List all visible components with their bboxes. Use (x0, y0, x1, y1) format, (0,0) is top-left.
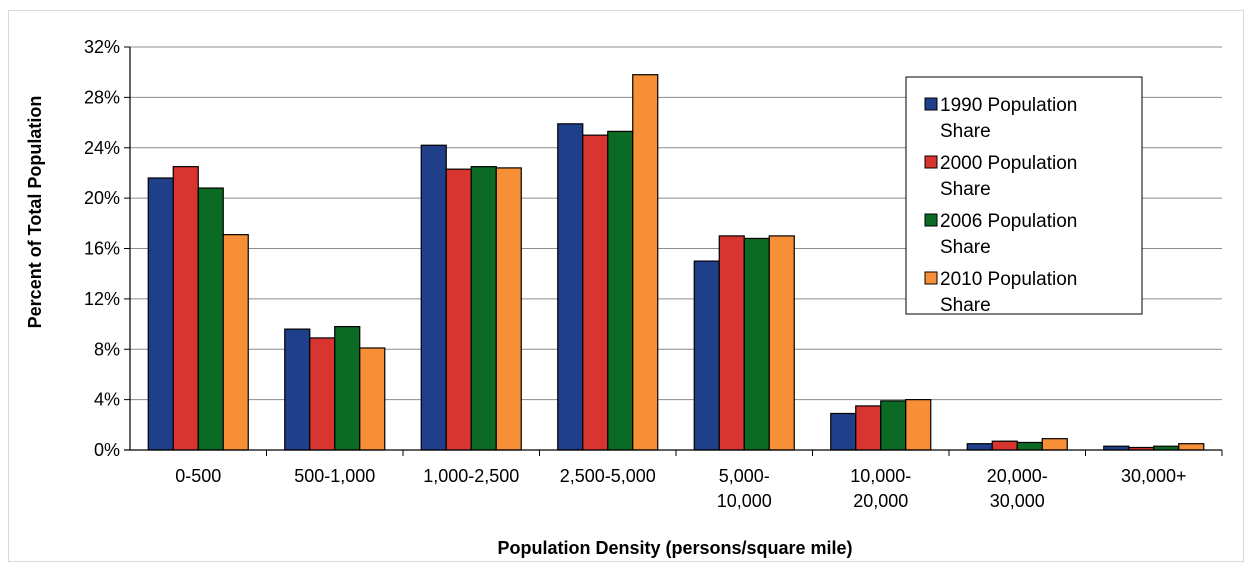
y-tick-label: 8% (94, 339, 120, 359)
x-tick-label: 5,000- 10,000 (717, 466, 772, 511)
legend-label-line: 1990 Population (940, 95, 1077, 116)
x-tick-label: 2,500-5,000 (560, 466, 656, 486)
bar (1041, 438, 1068, 451)
x-tick-label: 20,000- 30,000 (987, 466, 1048, 511)
x-tick-label: 1,000-2,500 (423, 466, 519, 486)
bar (222, 234, 249, 451)
bar (743, 237, 770, 451)
x-tick-label-line: 20,000- (987, 466, 1048, 486)
x-tick-label: 30,000+ (1121, 466, 1187, 486)
bar (966, 443, 993, 451)
x-tick-label-line: 30,000+ (1121, 466, 1187, 486)
bar (905, 399, 932, 451)
legend-box (905, 76, 1143, 315)
legend-label-line: 2006 Population (940, 211, 1077, 232)
x-axis-title: Population Density (persons/square mile) (497, 538, 852, 558)
x-tick-label-line: 500-1,000 (294, 466, 375, 486)
axes (124, 47, 1222, 451)
bar (445, 168, 472, 451)
legend-swatch (924, 271, 938, 285)
legend-label: 1990 Population Share (940, 95, 1077, 142)
legend-swatch (924, 213, 938, 227)
y-tick-labels: 0% 4% 8% 12% 16% 20% 24% 28% 32% (84, 37, 120, 460)
y-tick-label: 0% (94, 440, 120, 460)
bar (582, 134, 609, 451)
legend-label: 2006 Population Share (940, 211, 1077, 258)
bar (309, 337, 336, 451)
x-tick-label-line: 10,000- (850, 466, 911, 486)
legend-label-line: 2000 Population (940, 153, 1077, 174)
y-tick-label: 24% (84, 138, 120, 158)
legend-swatch (924, 97, 938, 111)
bar (172, 166, 199, 451)
bar (197, 187, 224, 451)
x-tick-label-line: 5,000- (719, 466, 770, 486)
y-tick-label: 16% (84, 239, 120, 259)
bar (1016, 441, 1043, 451)
x-tick-label: 500-1,000 (294, 466, 375, 486)
y-tick-label: 20% (84, 188, 120, 208)
legend-label-line: Share (940, 237, 991, 258)
bar (284, 328, 311, 451)
x-tick-label-line: 0-500 (175, 466, 221, 486)
y-tick-label: 12% (84, 289, 120, 309)
bar (607, 130, 634, 451)
y-tick-label: 28% (84, 87, 120, 107)
bar (557, 123, 584, 451)
bar (495, 167, 522, 451)
bar (334, 325, 361, 451)
legend-label: 2000 Population Share (940, 153, 1077, 200)
y-axis-title: Percent of Total Population (25, 96, 45, 329)
bar (632, 74, 659, 451)
bar (991, 440, 1018, 451)
x-tick-labels: 0-500 500-1,000 1,000-2,500 2,500-5,000 5,00… (175, 466, 1186, 511)
bar (768, 235, 795, 451)
x-tick-label: 10,000- 20,000 (850, 466, 911, 511)
y-tick-label: 4% (94, 390, 120, 410)
legend-label-line: 2010 Population (940, 269, 1077, 290)
bar (359, 347, 386, 451)
bar (420, 144, 447, 451)
legend-label-line: Share (940, 179, 991, 200)
bar (855, 405, 882, 451)
x-tick-label-line: 30,000 (990, 491, 1045, 511)
bars (147, 74, 1205, 451)
bar (1178, 443, 1205, 451)
legend: 1990 Population Share 2000 Population Share… (905, 76, 1143, 316)
legend-label-line: Share (940, 295, 991, 316)
x-tick-label-line: 1,000-2,500 (423, 466, 519, 486)
legend-swatch (924, 155, 938, 169)
bar (718, 235, 745, 451)
bar (147, 177, 174, 451)
bar (830, 412, 857, 451)
y-tick-label: 32% (84, 37, 120, 57)
bar (880, 400, 907, 451)
bar (693, 260, 720, 451)
x-tick-label-line: 10,000 (717, 491, 772, 511)
x-tick-label-line: 20,000 (853, 491, 908, 511)
bar (470, 166, 497, 451)
legend-label: 2010 Population Share (940, 269, 1077, 316)
x-tick-label-line: 2,500-5,000 (560, 466, 656, 486)
legend-label-line: Share (940, 121, 991, 142)
x-tick-label: 0-500 (175, 466, 221, 486)
